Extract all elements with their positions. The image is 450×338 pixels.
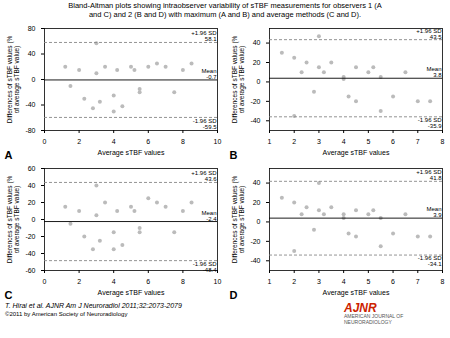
svg-text:Differences of sTBF values (%o: Differences of sTBF values (%of average … (6, 176, 21, 264)
svg-text:-1.96 SD-48.4: -1.96 SD-48.4 (193, 261, 217, 273)
svg-text:Average sTBF values: Average sTBF values (323, 289, 390, 297)
svg-text:4: 4 (112, 279, 116, 286)
svg-text:4: 4 (342, 139, 346, 146)
html-text:T. Hirai et al. AJNR Am J Neur: T. Hirai et al. AJNR Am J Neuroradiol 20… (5, 302, 182, 310)
svg-text:A: A (5, 149, 13, 161)
svg-text:-20: -20 (250, 238, 260, 245)
svg-text:8: 8 (441, 139, 445, 146)
svg-text:-80: -80 (25, 127, 35, 134)
svg-text:8: 8 (181, 139, 185, 146)
svg-text:2: 2 (292, 279, 296, 286)
svg-text:10: 10 (214, 279, 222, 286)
svg-text:Mean-2.4: Mean-2.4 (201, 210, 217, 222)
svg-text:-20: -20 (25, 233, 35, 240)
svg-text:0: 0 (32, 216, 36, 223)
svg-text:10: 10 (214, 139, 222, 146)
svg-text:-40: -40 (25, 101, 35, 108)
svg-text:-60: -60 (25, 267, 35, 274)
svg-text:-1.96 SD-59.5: -1.96 SD-59.5 (193, 118, 217, 130)
svg-text:80: 80 (28, 25, 36, 32)
svg-text:5: 5 (366, 139, 370, 146)
svg-text:20: 20 (253, 199, 261, 206)
svg-text:6: 6 (391, 139, 395, 146)
html-text:Bland-Altman plots showing int: Bland-Altman plots showing intraobserver… (68, 1, 382, 19)
svg-text:-40: -40 (250, 257, 260, 264)
svg-text:6: 6 (146, 279, 150, 286)
svg-text:4: 4 (342, 279, 346, 286)
svg-text:7: 7 (416, 279, 420, 286)
svg-text:60: 60 (28, 165, 36, 172)
svg-text:0: 0 (43, 139, 47, 146)
svg-text:2: 2 (292, 139, 296, 146)
svg-text:3: 3 (317, 139, 321, 146)
svg-text:Mean3.8: Mean3.8 (426, 66, 442, 78)
svg-text:20: 20 (28, 199, 36, 206)
svg-text:D: D (230, 289, 238, 301)
svg-text:Average sTBF values: Average sTBF values (323, 149, 390, 157)
svg-text:-20: -20 (250, 98, 260, 105)
svg-text:Differences of sTBF values (%o: Differences of sTBF values (%of average … (6, 36, 21, 124)
svg-text:-40: -40 (25, 250, 35, 257)
svg-text:7: 7 (416, 139, 420, 146)
html-text:©2011 by American Society of N: ©2011 by American Society of Neuroradiol… (5, 310, 128, 317)
svg-text:-1.96 SD-34.1: -1.96 SD-34.1 (418, 256, 442, 268)
svg-text:0: 0 (43, 279, 47, 286)
html-text:AJNR: AJNR (344, 301, 377, 316)
svg-text:Average sTBF values: Average sTBF values (98, 289, 165, 297)
svg-text:+1.96 SD43.6: +1.96 SD43.6 (191, 171, 217, 183)
svg-text:1: 1 (268, 139, 272, 146)
svg-text:Differences of sTBF values (%o: Differences of sTBF values (%of average … (231, 36, 246, 124)
svg-text:Average sTBF values: Average sTBF values (98, 149, 165, 157)
svg-text:+1.96 SD43.5: +1.96 SD43.5 (416, 28, 442, 40)
svg-text:40: 40 (253, 40, 261, 47)
svg-text:0: 0 (257, 218, 261, 225)
svg-text:40: 40 (253, 180, 261, 187)
svg-text:0: 0 (32, 76, 36, 83)
svg-text:0: 0 (257, 78, 261, 85)
svg-text:Mean-0.7: Mean-0.7 (201, 68, 217, 80)
svg-text:2: 2 (77, 139, 81, 146)
svg-text:4: 4 (112, 139, 116, 146)
svg-text:2: 2 (77, 279, 81, 286)
svg-text:20: 20 (253, 59, 261, 66)
svg-text:1: 1 (268, 279, 272, 286)
svg-text:40: 40 (28, 182, 36, 189)
svg-text:6: 6 (391, 279, 395, 286)
svg-text:-1.96 SD-35.9: -1.96 SD-35.9 (418, 117, 442, 129)
svg-text:-40: -40 (250, 117, 260, 124)
svg-text:Differences of sTBF values (%o: Differences of sTBF values (%of average … (231, 176, 246, 264)
svg-text:+1.96 SD41.8: +1.96 SD41.8 (416, 170, 442, 182)
svg-text:C: C (5, 289, 13, 301)
svg-text:5: 5 (366, 279, 370, 286)
svg-text:Mean3.9: Mean3.9 (426, 206, 442, 218)
svg-text:6: 6 (146, 139, 150, 146)
svg-text:B: B (230, 149, 238, 161)
html-text:AMERICAN JOURNAL OF NEURORADIO: AMERICAN JOURNAL OF NEURORADIOLOGY (344, 313, 404, 325)
svg-text:40: 40 (28, 50, 36, 57)
svg-text:8: 8 (441, 279, 445, 286)
svg-text:3: 3 (317, 279, 321, 286)
svg-text:+1.96 SD58.1: +1.96 SD58.1 (191, 31, 217, 43)
svg-text:8: 8 (181, 279, 185, 286)
